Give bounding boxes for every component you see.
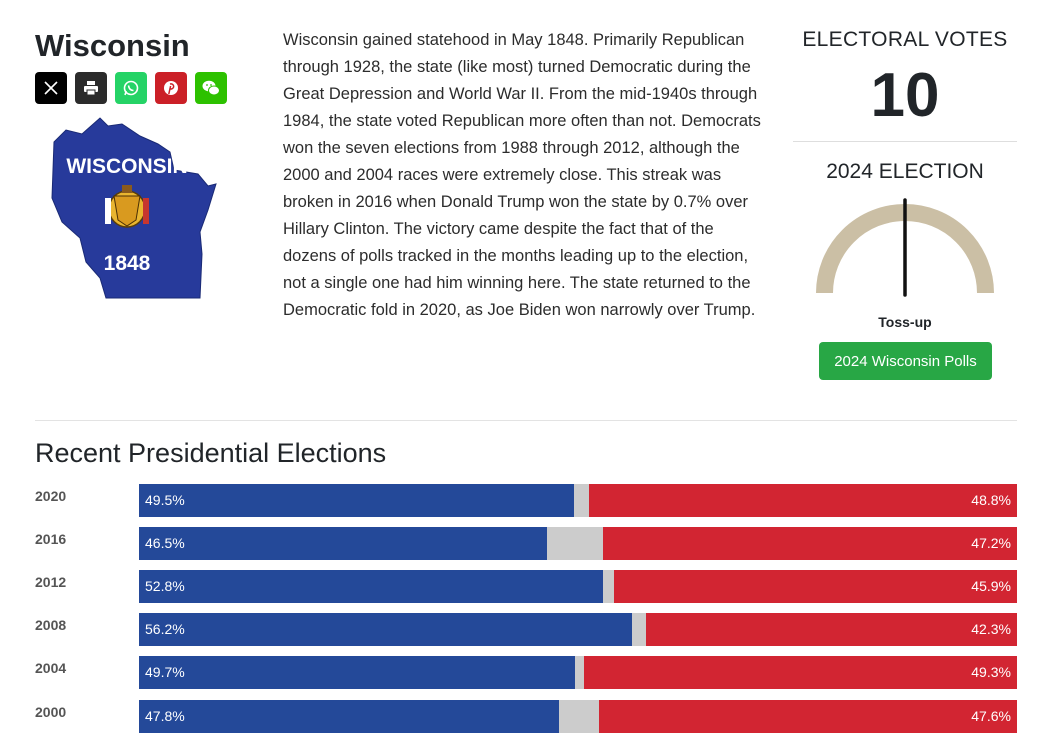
whatsapp-icon	[123, 80, 139, 96]
election-2024-label: 2024 ELECTION	[826, 160, 984, 183]
election-year: 2004	[35, 660, 67, 676]
dem-segment: 52.8%	[139, 570, 603, 603]
divider	[35, 420, 1017, 421]
election-year: 2000	[35, 704, 67, 720]
wechat-icon	[202, 80, 220, 96]
state-description: Wisconsin gained statehood in May 1848. …	[35, 27, 765, 327]
dem-segment: 49.7%	[139, 656, 576, 689]
rep-segment: 47.2%	[602, 527, 1017, 560]
flag-title: WISCONSIN	[66, 155, 187, 178]
rating-gauge	[816, 198, 994, 297]
rep-percent: 48.8%	[971, 492, 1011, 508]
electoral-votes-label: ELECTORAL VOTES	[802, 28, 1008, 51]
coat-of-arms	[105, 185, 149, 228]
other-segment	[547, 527, 603, 560]
other-segment	[632, 613, 646, 646]
state-map: WISCONSIN 1848	[48, 112, 220, 300]
rep-segment: 42.3%	[645, 613, 1017, 646]
share-pinterest-button[interactable]	[155, 72, 187, 104]
election-bar[interactable]: 49.5% 48.8%	[139, 484, 1017, 517]
share-x-button[interactable]	[35, 72, 67, 104]
rep-percent: 47.6%	[971, 708, 1011, 724]
rep-segment: 45.9%	[613, 570, 1017, 603]
dem-segment: 47.8%	[139, 700, 559, 733]
rep-percent: 42.3%	[971, 621, 1011, 637]
election-bar[interactable]: 47.8% 47.6%	[139, 700, 1017, 733]
polls-button[interactable]: 2024 Wisconsin Polls	[819, 342, 992, 380]
share-whatsapp-button[interactable]	[115, 72, 147, 104]
flag-year: 1848	[104, 252, 151, 275]
election-year: 2008	[35, 617, 67, 633]
dem-percent: 56.2%	[145, 621, 185, 637]
divider	[793, 141, 1017, 142]
rep-percent: 45.9%	[971, 578, 1011, 594]
share-buttons	[35, 72, 227, 104]
election-bar[interactable]: 56.2% 42.3%	[139, 613, 1017, 646]
election-year: 2012	[35, 574, 67, 590]
dem-percent: 46.5%	[145, 535, 185, 551]
other-segment	[558, 700, 600, 733]
other-segment	[602, 570, 614, 603]
float-spacer	[35, 27, 283, 327]
rep-percent: 47.2%	[971, 535, 1011, 551]
rep-percent: 49.3%	[971, 664, 1011, 680]
other-segment	[575, 656, 585, 689]
election-bar[interactable]: 46.5% 47.2%	[139, 527, 1017, 560]
election-year: 2016	[35, 531, 67, 547]
state-title: Wisconsin	[35, 28, 190, 63]
rating-label: Toss-up	[878, 314, 932, 330]
dem-percent: 52.8%	[145, 578, 185, 594]
dem-segment: 46.5%	[139, 527, 548, 560]
x-icon	[44, 81, 58, 95]
dem-segment: 49.5%	[139, 484, 574, 517]
election-bar[interactable]: 49.7% 49.3%	[139, 656, 1017, 689]
print-icon	[84, 81, 98, 96]
dem-percent: 49.5%	[145, 492, 185, 508]
pinterest-icon	[164, 81, 178, 95]
dem-segment: 56.2%	[139, 613, 633, 646]
other-segment	[573, 484, 589, 517]
dem-percent: 49.7%	[145, 664, 185, 680]
share-wechat-button[interactable]	[195, 72, 227, 104]
electoral-votes-value: 10	[870, 61, 940, 130]
election-year: 2020	[35, 488, 67, 504]
rep-segment: 47.6%	[599, 700, 1017, 733]
rep-segment: 48.8%	[588, 484, 1017, 517]
election-bar[interactable]: 52.8% 45.9%	[139, 570, 1017, 603]
recent-elections-title: Recent Presidential Elections	[35, 438, 387, 468]
description-text: Wisconsin gained statehood in May 1848. …	[283, 31, 761, 319]
rep-segment: 49.3%	[584, 656, 1017, 689]
dem-percent: 47.8%	[145, 708, 185, 724]
share-print-button[interactable]	[75, 72, 107, 104]
